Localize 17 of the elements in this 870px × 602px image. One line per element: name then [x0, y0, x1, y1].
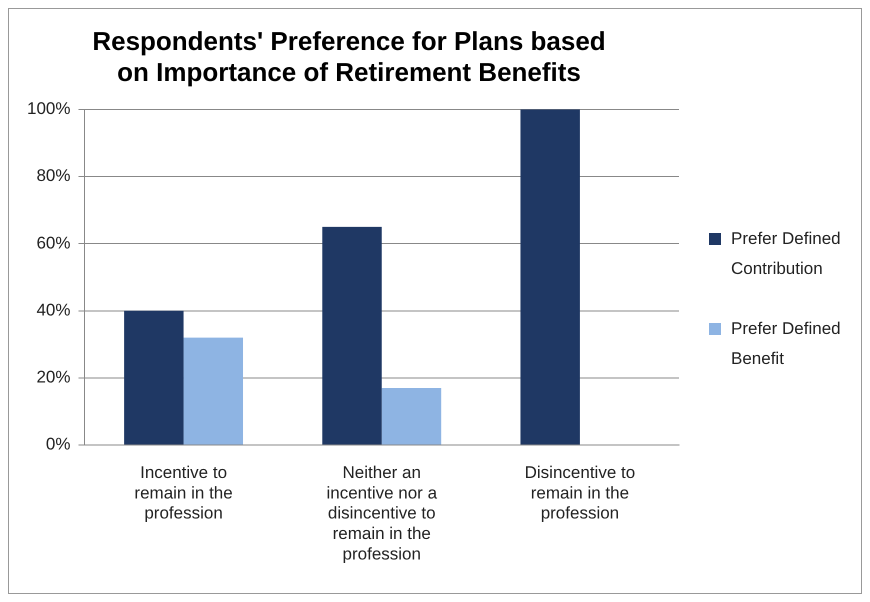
y-tick-label: 100%	[26, 99, 70, 118]
legend-label: Prefer Defined Benefit	[731, 318, 842, 370]
x-tick-label: Disincentive to remain in the profession	[524, 462, 636, 523]
chart-title: Respondents' Preference for Plans based on Importance of Retirement Benefits	[92, 26, 606, 87]
x-tick-label: Neither an incentive nor a disincentive to remain in the profession	[326, 462, 438, 564]
bar	[520, 109, 580, 444]
bar	[382, 388, 442, 444]
y-tick-label: 40%	[36, 300, 70, 320]
legend-label: Prefer Defined Contribution	[731, 228, 842, 280]
y-tick-label: 60%	[36, 233, 70, 252]
y-tick-label: 80%	[36, 166, 70, 186]
x-tick-label: Incentive to remain in the profession	[134, 462, 233, 523]
y-tick-label: 20%	[36, 368, 70, 387]
bar	[184, 338, 244, 444]
y-tick-label: 0%	[46, 434, 70, 454]
bar	[322, 226, 382, 444]
bar	[124, 310, 184, 444]
